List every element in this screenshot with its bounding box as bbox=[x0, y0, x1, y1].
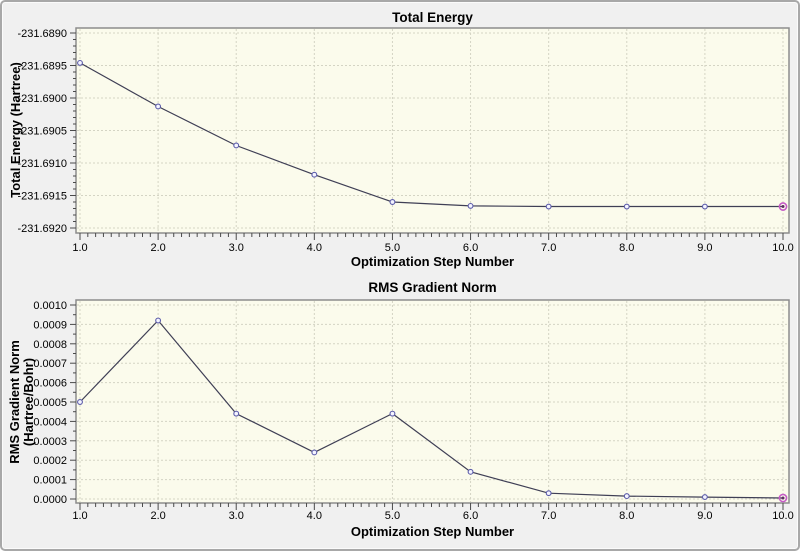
y-axis-label: Total Energy (Hartree) bbox=[8, 62, 23, 198]
y-tick-label: -231.6915 bbox=[17, 191, 67, 203]
y-tick-label: -231.6900 bbox=[17, 93, 67, 105]
data-point bbox=[623, 493, 630, 500]
y-tick-label: 0.0010 bbox=[33, 300, 67, 312]
x-tick-label: 7.0 bbox=[541, 242, 556, 254]
x-tick-label: 8.0 bbox=[619, 510, 634, 522]
y-tick-label: 0.0007 bbox=[33, 358, 67, 370]
x-axis-label: Optimization Step Number bbox=[351, 524, 514, 539]
data-point bbox=[77, 59, 83, 66]
y-tick-label: 0.0004 bbox=[33, 416, 67, 428]
y-axis-label: RMS Gradient Norm bbox=[7, 340, 22, 464]
data-point bbox=[233, 410, 240, 417]
x-tick-label: 5.0 bbox=[385, 242, 400, 254]
data-point bbox=[701, 203, 708, 210]
x-tick-label: 4.0 bbox=[307, 242, 322, 254]
data-point bbox=[155, 103, 162, 110]
x-tick-label: 1.0 bbox=[72, 242, 87, 254]
data-point bbox=[467, 468, 474, 475]
x-tick-label: 2.0 bbox=[150, 242, 165, 254]
data-point bbox=[77, 399, 83, 405]
y-tick-label: -231.6890 bbox=[17, 28, 67, 40]
x-tick-label: 6.0 bbox=[463, 510, 478, 522]
y-tick-label: 0.0006 bbox=[33, 378, 67, 390]
x-tick-label: 5.0 bbox=[385, 510, 400, 522]
data-point bbox=[389, 199, 396, 205]
y-tick-label: 0.0009 bbox=[33, 319, 67, 331]
y-tick-label: -231.6910 bbox=[17, 158, 67, 170]
x-axis-label: Optimization Step Number bbox=[351, 254, 514, 269]
data-point bbox=[233, 142, 240, 149]
x-tick-label: 7.0 bbox=[541, 510, 556, 522]
y-tick-label: 0.0000 bbox=[33, 494, 67, 506]
data-point bbox=[467, 202, 474, 209]
y-tick-label: 0.0003 bbox=[33, 436, 67, 448]
final-data-point bbox=[778, 202, 788, 211]
y-tick-label: -231.6920 bbox=[17, 223, 67, 235]
data-point bbox=[545, 490, 552, 497]
data-point bbox=[311, 171, 318, 178]
chart-title: RMS Gradient Norm bbox=[368, 280, 496, 295]
data-point bbox=[311, 449, 318, 456]
x-tick-label: 1.0 bbox=[72, 510, 87, 522]
x-tick-label: 6.0 bbox=[463, 242, 478, 254]
final-data-point-core bbox=[781, 205, 785, 209]
data-point bbox=[623, 203, 630, 210]
x-tick-label: 9.0 bbox=[697, 510, 712, 522]
x-tick-label: 4.0 bbox=[307, 510, 322, 522]
chart-title: Total Energy bbox=[392, 10, 473, 25]
y-tick-label: 0.0008 bbox=[33, 339, 67, 351]
y-tick-label: 0.0005 bbox=[33, 397, 67, 409]
x-tick-label: 3.0 bbox=[229, 242, 244, 254]
data-point bbox=[389, 410, 396, 417]
data-point bbox=[701, 494, 708, 501]
y-tick-label: -231.6895 bbox=[17, 61, 67, 73]
y-tick-label: 0.0002 bbox=[33, 455, 67, 467]
series-line bbox=[79, 319, 784, 499]
data-point bbox=[545, 203, 552, 210]
x-tick-label: 3.0 bbox=[229, 510, 244, 522]
final-data-point-core bbox=[781, 496, 785, 500]
final-data-point bbox=[778, 493, 788, 503]
series-line bbox=[79, 62, 783, 208]
x-tick-label: 2.0 bbox=[150, 510, 165, 522]
y-tick-label: 0.0001 bbox=[33, 475, 67, 487]
x-tick-label: 8.0 bbox=[619, 242, 634, 254]
y-axis-label: (Hartree/Bohr) bbox=[21, 358, 36, 446]
y-tick-label: -231.6905 bbox=[17, 126, 67, 138]
x-tick-label: 10.0 bbox=[772, 510, 793, 522]
x-tick-label: 10.0 bbox=[772, 242, 793, 254]
x-tick-label: 9.0 bbox=[697, 242, 712, 254]
data-point bbox=[155, 317, 162, 324]
